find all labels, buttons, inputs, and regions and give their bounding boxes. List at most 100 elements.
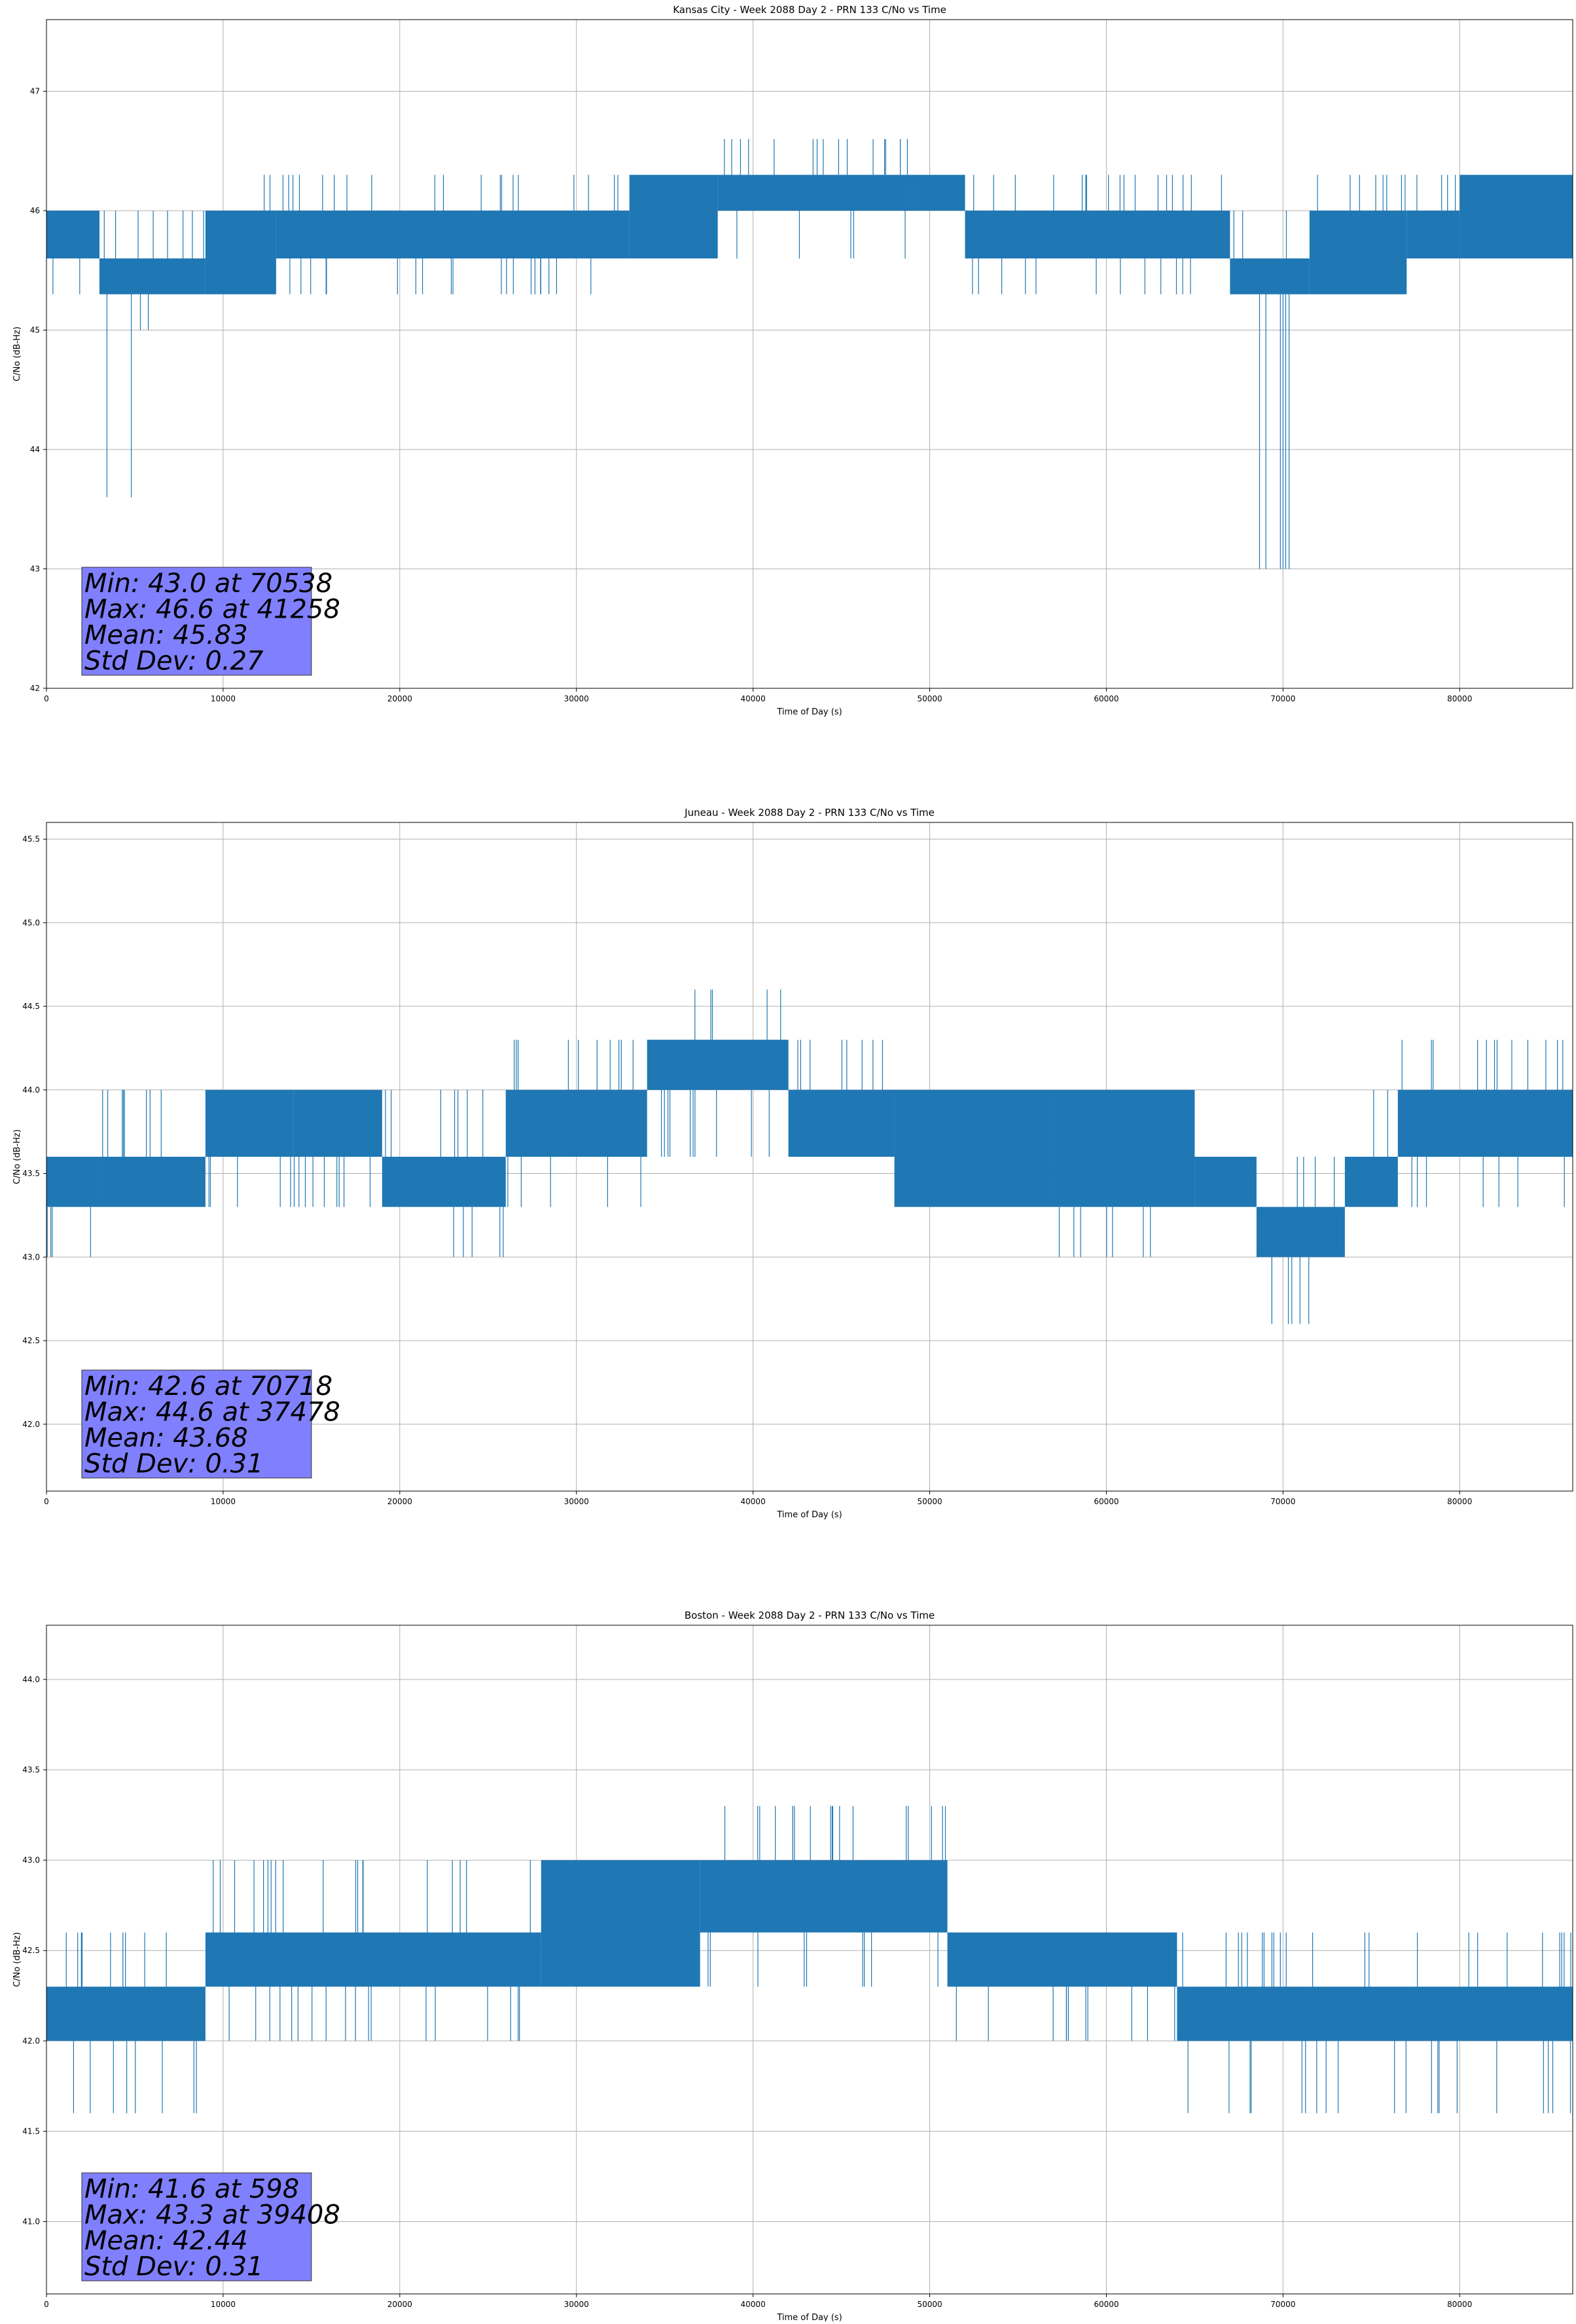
data-spikes: [1058, 1206, 1151, 1258]
x-tick-label: 80000: [1447, 1497, 1472, 1506]
x-tick-label: 30000: [564, 2300, 589, 2309]
data-band: [1309, 211, 1407, 294]
data-band: [205, 1932, 541, 1987]
y-tick-label: 47: [30, 87, 40, 96]
data-spikes: [1373, 1089, 1388, 1157]
data-spikes: [103, 211, 204, 497]
x-tick-label: 60000: [1094, 2300, 1119, 2309]
stats-min: Min: 43.0 at 70538: [84, 569, 332, 599]
stats-max: Max: 43.3 at 39408: [84, 2200, 340, 2230]
data-spikes: [1271, 1157, 1335, 1324]
data-band: [46, 1157, 99, 1207]
data-spikes: [65, 1932, 197, 2113]
data-spikes: [707, 1806, 946, 1987]
data-band: [1230, 258, 1310, 294]
x-tick-label: 20000: [387, 2300, 412, 2309]
data-spikes: [46, 1206, 91, 1258]
data-band: [293, 1089, 382, 1157]
data-band: [1397, 1089, 1573, 1157]
y-tick-label: 44: [30, 445, 40, 454]
y-tick-label: 45: [30, 326, 40, 335]
data-band: [46, 211, 99, 258]
x-tick-label: 40000: [741, 2300, 766, 2309]
data-spikes: [1317, 175, 1406, 211]
x-tick-label: 50000: [917, 2300, 942, 2309]
stats-min: Min: 42.6 at 70718: [84, 1371, 332, 1401]
data-band: [46, 1986, 206, 2041]
data-band: [1177, 1986, 1573, 2041]
stats-std: Std Dev: 0.31: [84, 2252, 264, 2282]
x-tick-label: 70000: [1270, 694, 1295, 703]
data-spikes: [956, 1986, 1175, 2041]
stats-std: Std Dev: 0.31: [84, 1449, 264, 1479]
stats-min: Min: 41.6 at 598: [84, 2174, 299, 2204]
y-tick-label: 43.5: [22, 1169, 40, 1178]
x-tick-label: 80000: [1447, 694, 1472, 703]
data-band: [505, 1089, 647, 1157]
data-band: [205, 211, 276, 294]
data-band: [1406, 211, 1460, 258]
data-spikes: [282, 175, 618, 294]
data-band: [965, 211, 1230, 258]
axes-frame: [46, 19, 1573, 689]
y-tick-label: 44.5: [22, 1002, 40, 1011]
chart-panel-3: 0 10000 20000 30000 40000 50000 60000 70000 8000…: [12, 1610, 1573, 2323]
x-tick-label: 10000: [211, 694, 236, 703]
x-tick-label: 70000: [1270, 2300, 1295, 2309]
data-spikes: [385, 1089, 504, 1258]
y-tick-label: 46: [30, 206, 40, 215]
chart-title: Boston - Week 2088 Day 2 - PRN 133 C/No …: [685, 1610, 935, 1621]
data-band: [1194, 1157, 1257, 1207]
stats-box: [81, 1369, 312, 1479]
data-band: [1460, 175, 1573, 258]
y-tick-label: 43.0: [22, 1856, 40, 1865]
x-tick-label: 10000: [211, 1497, 236, 1506]
x-axis-label: Time of Day (s): [776, 2313, 842, 2321]
data-spikes: [1401, 1040, 1565, 1207]
x-tick-label: 0: [44, 2300, 49, 2309]
series-line: [46, 139, 1573, 569]
data-spikes: [797, 1040, 883, 1090]
y-axis-label: C/No (dB-Hz): [12, 326, 22, 381]
x-tick-label: 60000: [1094, 1497, 1119, 1506]
y-tick-label: 44.0: [22, 1085, 40, 1095]
y-tick-label: 42: [30, 684, 40, 693]
y-tick-label: 41.0: [22, 2217, 40, 2227]
data-band: [647, 1040, 789, 1090]
x-tick-label: 80000: [1447, 2300, 1472, 2309]
data-spikes: [208, 1157, 291, 1207]
x-tick-label: 50000: [917, 694, 942, 703]
data-band: [99, 1157, 206, 1207]
y-tick-label: 42.5: [22, 1336, 40, 1345]
y-axis-label: C/No (dB-Hz): [12, 1129, 22, 1184]
chart-panel-1: 0 10000 20000 30000 40000 50000 60000 70000 8000…: [12, 4, 1573, 717]
y-tick-label: 44.0: [22, 1675, 40, 1684]
y-tick-label: 41.5: [22, 2126, 40, 2136]
data-spikes: [1233, 211, 1290, 569]
x-tick-label: 0: [44, 1497, 49, 1506]
x-tick-label: 0: [44, 694, 49, 703]
x-tick-label: 30000: [564, 1497, 589, 1506]
x-tick-label: 40000: [741, 1497, 766, 1506]
data-band: [1256, 1206, 1345, 1258]
data-band: [947, 1932, 1177, 1987]
data-spikes: [1416, 175, 1456, 211]
y-tick-label: 43.5: [22, 1765, 40, 1774]
data-spikes: [213, 1860, 531, 2041]
data-spikes: [507, 1040, 641, 1207]
data-spikes: [972, 175, 1222, 294]
stats-mean: Mean: 42.44: [84, 2226, 248, 2256]
axes-frame: [46, 1625, 1573, 2295]
data-spikes: [724, 139, 908, 258]
data-band: [541, 1860, 700, 1987]
x-tick-label: 60000: [1094, 694, 1119, 703]
data-spikes: [264, 175, 271, 211]
stats-box: [81, 2172, 312, 2281]
chart-panel-2: 0 10000 20000 30000 40000 50000 60000 70000 8000…: [12, 807, 1573, 1520]
chart-title: Juneau - Week 2088 Day 2 - PRN 133 C/No …: [684, 807, 935, 819]
x-tick-label: 20000: [387, 694, 412, 703]
x-tick-label: 20000: [387, 1497, 412, 1506]
y-tick-label: 42.0: [22, 2036, 40, 2045]
data-band: [276, 211, 630, 258]
